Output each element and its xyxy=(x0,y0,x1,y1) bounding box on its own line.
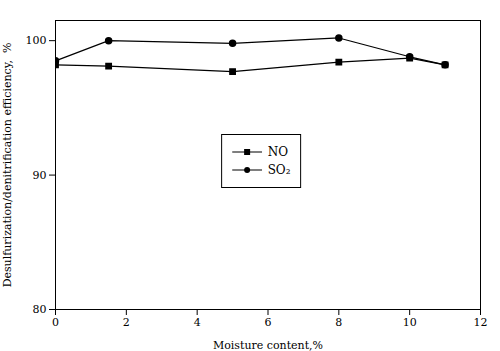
svg-text:90: 90 xyxy=(33,169,47,182)
svg-text:Desulfurization/denitrificatio: Desulfurization/denitrification efficien… xyxy=(1,43,14,288)
svg-text:100: 100 xyxy=(26,34,47,47)
svg-text:2: 2 xyxy=(123,316,130,329)
svg-text:0: 0 xyxy=(52,316,59,329)
svg-text:12: 12 xyxy=(474,316,488,329)
svg-text:80: 80 xyxy=(33,303,47,316)
svg-text:8: 8 xyxy=(335,316,342,329)
svg-text:10: 10 xyxy=(403,316,417,329)
html-text:SO₂: SO₂ xyxy=(267,162,291,177)
svg-text:6: 6 xyxy=(265,316,272,329)
svg-text:4: 4 xyxy=(194,316,201,329)
svg-text:Moisture content,%: Moisture content,% xyxy=(213,339,323,351)
html-text:NO: NO xyxy=(267,144,288,159)
